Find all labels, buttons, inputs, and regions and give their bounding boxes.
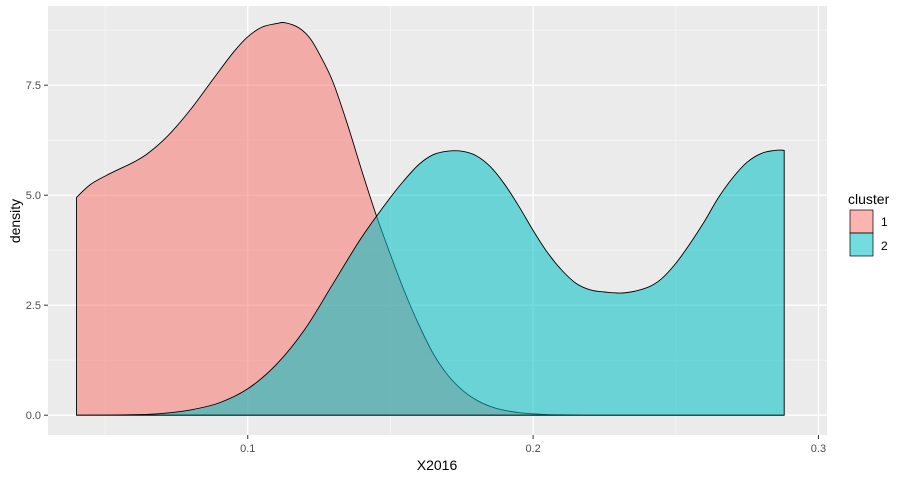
x-axis: 0.1 0.2 0.3	[240, 435, 826, 455]
y-tick-label-2: 5.0	[26, 190, 41, 202]
legend-title: cluster	[848, 191, 890, 207]
x-tick-label-1: 0.2	[525, 443, 540, 455]
legend-label-cluster-1: 1	[881, 215, 888, 229]
legend-key-cluster-1	[849, 209, 874, 234]
y-axis: 0.0 2.5 5.0 7.5	[26, 80, 48, 422]
y-tick-label-3: 7.5	[26, 80, 41, 92]
density-area-cluster-2	[76, 149, 785, 416]
y-axis-title: density	[7, 199, 23, 243]
legend-label-cluster-2: 2	[881, 239, 888, 253]
density-areas	[76, 21, 785, 416]
legend-key-cluster-2	[849, 232, 874, 257]
x-tick-label-0: 0.1	[240, 443, 255, 455]
y-tick-label-1: 2.5	[26, 300, 41, 312]
y-tick-label-0: 0.0	[26, 410, 41, 422]
x-axis-title: X2016	[417, 457, 458, 473]
legend: cluster 1 2	[848, 191, 890, 257]
x-tick-label-2: 0.3	[811, 443, 826, 455]
